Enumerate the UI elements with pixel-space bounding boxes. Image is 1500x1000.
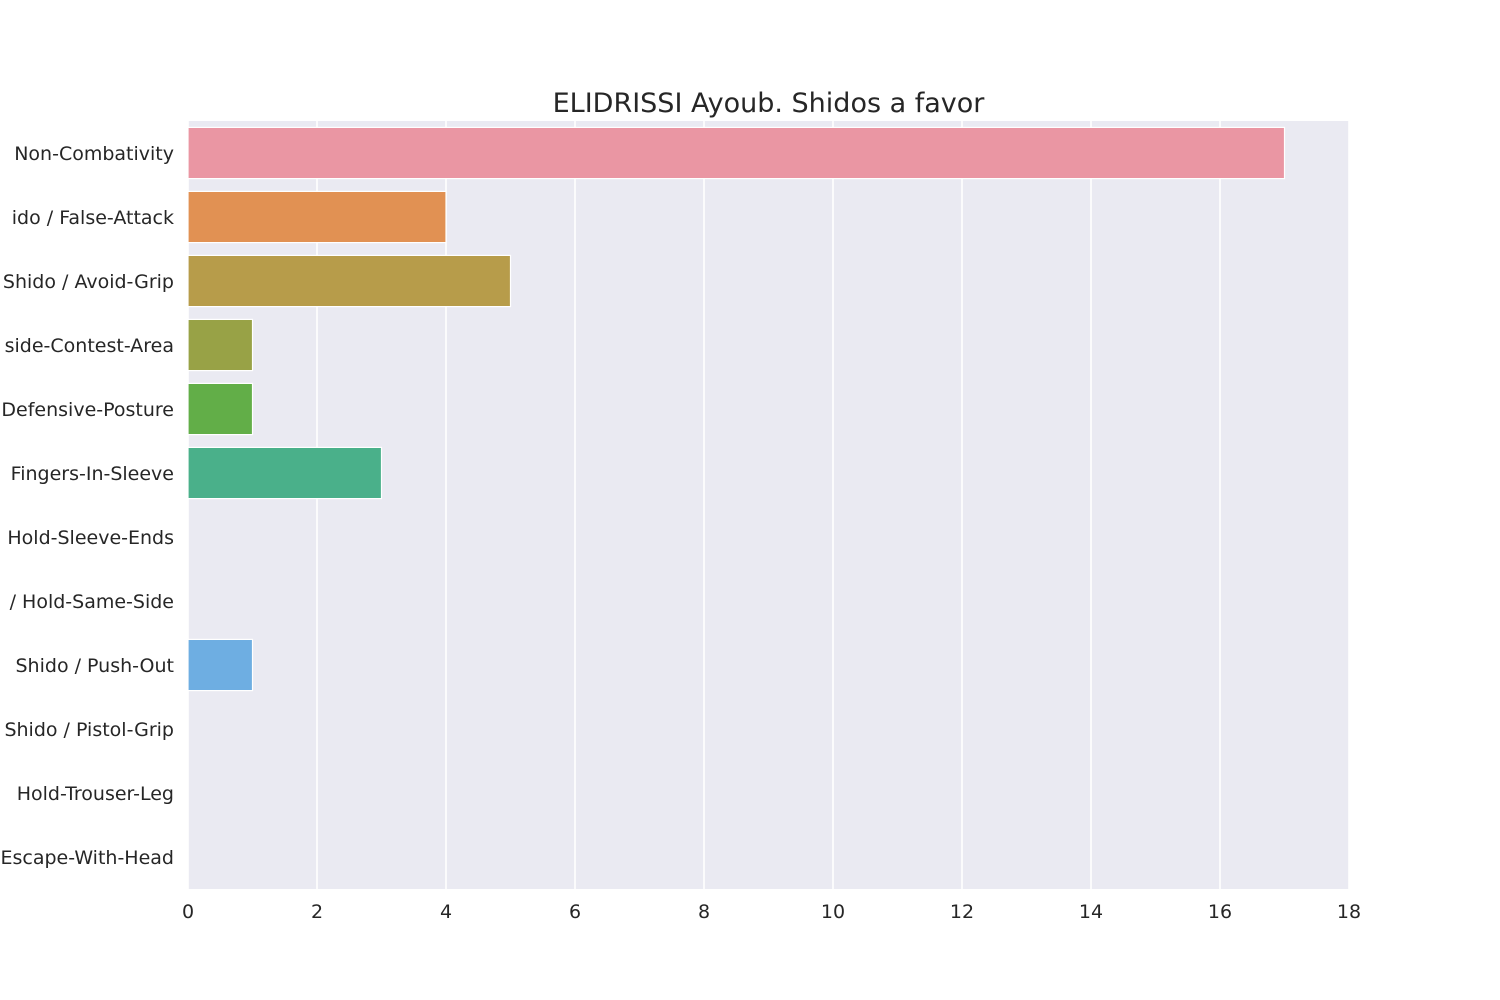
bar [187, 126, 1286, 180]
x-tick-label: 8 [698, 901, 710, 923]
x-tick-label: 18 [1337, 901, 1361, 923]
y-tick-label: Non-Combativity [14, 143, 174, 165]
plot-area [188, 121, 1349, 889]
y-tick-label: Defensive-Posture [1, 399, 174, 421]
bar [187, 446, 383, 500]
y-tick-label: Shido / Avoid-Grip [3, 271, 174, 293]
bar [187, 638, 254, 692]
y-tick-label: Fingers-In-Sleeve [11, 463, 174, 485]
bars [187, 126, 1286, 692]
y-tick-label: ido / False-Attack [12, 207, 174, 229]
y-tick-label: Shido / Push-Out [16, 655, 175, 677]
y-tick-label: Shido / Pistol-Grip [4, 719, 174, 741]
x-tick-labels: 0 2 4 6 8 10 12 14 16 18 [182, 901, 1361, 923]
bar [187, 190, 447, 244]
y-tick-labels: Non-Combativity ido / False-Attack Shido /… [0, 143, 174, 869]
gridlines [187, 121, 1350, 889]
x-tick-label: 2 [311, 901, 323, 923]
bar [187, 382, 254, 436]
y-tick-label: Hold-Trouser-Leg [17, 783, 174, 805]
x-tick-label: 12 [950, 901, 974, 923]
x-tick-label: 4 [440, 901, 452, 923]
x-tick-label: 14 [1079, 901, 1103, 923]
y-tick-label: Hold-Sleeve-Ends [7, 527, 174, 549]
x-tick-label: 0 [182, 901, 194, 923]
bar [187, 318, 254, 372]
chart-title: ELIDRISSI Ayoub. Shidos a favor [553, 88, 986, 119]
x-tick-label: 16 [1208, 901, 1232, 923]
x-tick-label: 6 [569, 901, 581, 923]
y-tick-label: Escape-With-Head [0, 847, 174, 869]
y-tick-label: side-Contest-Area [5, 335, 174, 357]
x-tick-label: 10 [821, 901, 845, 923]
bar [187, 254, 512, 308]
y-tick-label: / Hold-Same-Side [10, 591, 174, 613]
